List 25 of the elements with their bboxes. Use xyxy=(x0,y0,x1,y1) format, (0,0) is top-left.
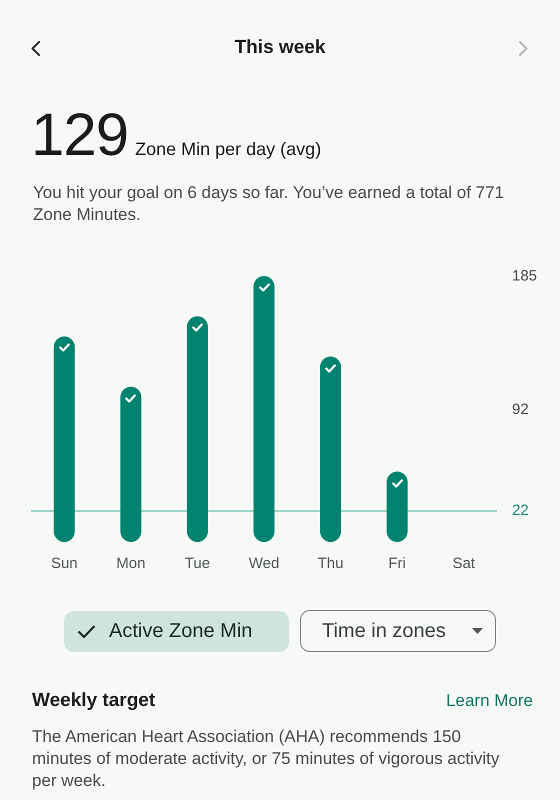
bar xyxy=(186,316,208,542)
y-tick-label: 185 xyxy=(512,268,538,284)
chart-title: This week xyxy=(234,36,326,60)
dropdown-button: Time in zones xyxy=(300,610,496,652)
x-tick-label: Sat xyxy=(452,555,476,572)
x-tick-label: Sun xyxy=(50,555,78,572)
bar xyxy=(120,386,142,542)
text: 129 xyxy=(31,100,128,170)
bar xyxy=(254,276,274,542)
x-tick-label: Tue xyxy=(184,555,210,572)
x-tick-label: Thu xyxy=(318,555,344,572)
bar xyxy=(54,336,75,542)
x-tick-label: Fri xyxy=(388,555,406,572)
text: You hit your goal on 6 days so far. You’ve earned a total of 771 Zone Minutes. xyxy=(33,182,506,226)
ref-line-label: 22 xyxy=(512,502,529,519)
x-tick-label: Wed xyxy=(248,555,280,572)
y-tick-label: 92 xyxy=(512,401,529,418)
x-tick-label: Mon xyxy=(116,555,146,572)
text: Weekly target xyxy=(32,689,156,713)
filter-chip: Active Zone Min xyxy=(64,611,289,652)
text: The American Heart Association (AHA) recommends 150 minutes of moderate activity, or 75 minutes of vigorous activity per week. xyxy=(32,726,500,792)
text: Zone Min per day (avg) xyxy=(135,139,322,160)
text: Learn More xyxy=(446,690,533,712)
bar xyxy=(386,472,408,542)
bar xyxy=(320,356,342,542)
